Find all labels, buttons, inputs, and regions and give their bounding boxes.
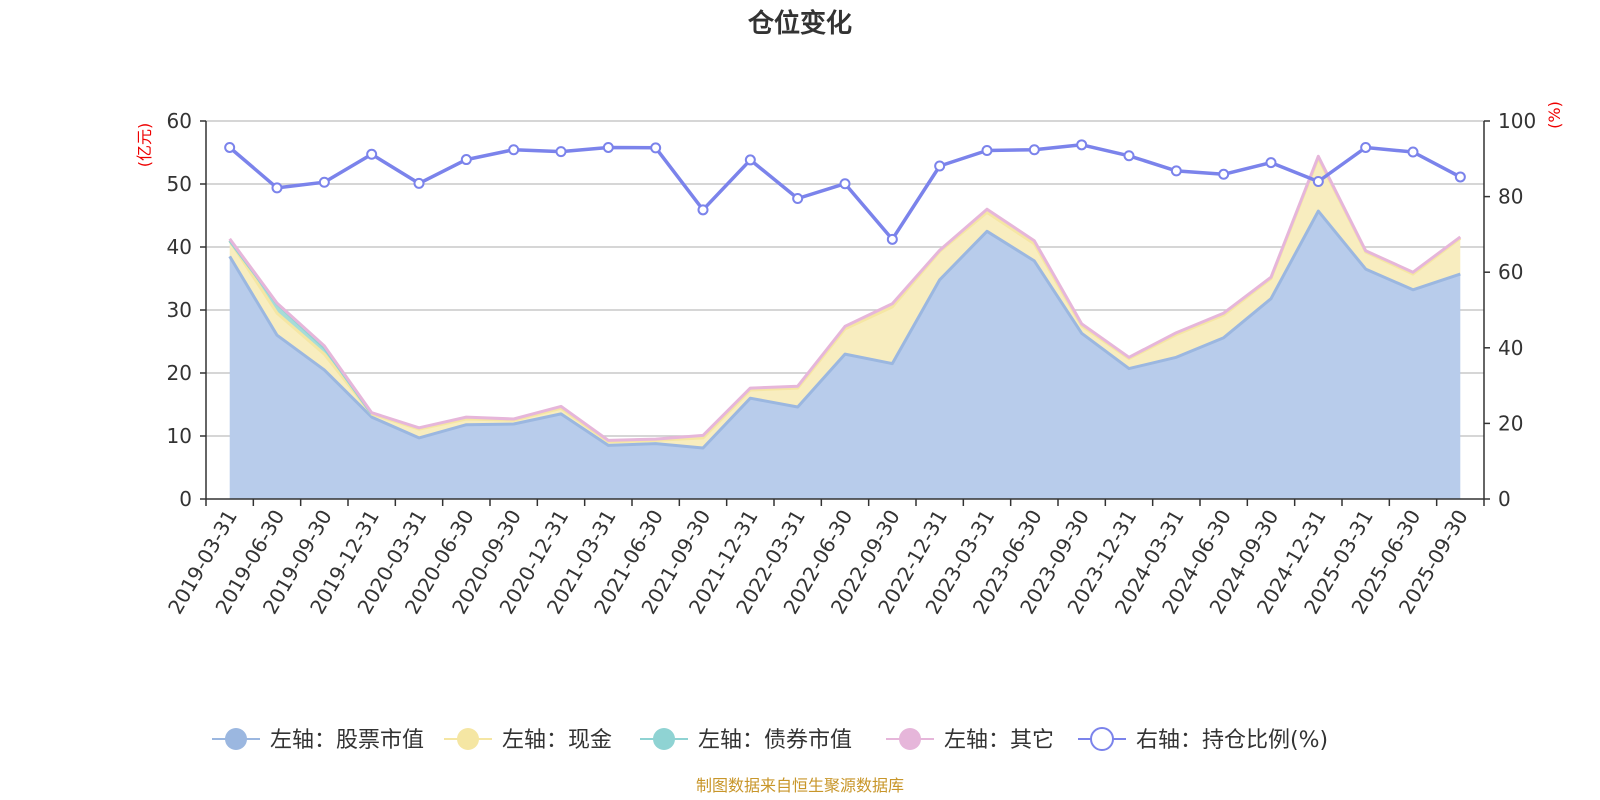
legend-marker <box>653 728 675 750</box>
right-axis-tick-label: 0 <box>1498 487 1511 511</box>
ratio-point <box>792 192 804 204</box>
ratio-point <box>602 141 614 153</box>
ratio-point <box>1360 141 1372 153</box>
legend-label: 左轴：其它 <box>944 728 1054 753</box>
ratio-point <box>1218 168 1230 180</box>
legend-marker <box>899 728 921 750</box>
ratio-point <box>555 146 567 158</box>
ratio-point <box>318 176 330 188</box>
ratio-point <box>1312 175 1324 187</box>
legend-marker <box>1090 727 1114 751</box>
left-axis-tick-label: 40 <box>167 235 192 259</box>
ratio-point <box>886 233 898 245</box>
ratio-point <box>839 178 851 190</box>
right-axis-tick-label: 80 <box>1498 185 1523 209</box>
left-axis-tick-label: 30 <box>167 298 192 322</box>
legend-item: 左轴：现金 <box>444 728 612 753</box>
legend-marker <box>457 728 479 750</box>
legend-marker <box>225 728 247 750</box>
ratio-point <box>981 144 993 156</box>
ratio-point <box>413 177 425 189</box>
ratio-point <box>1407 146 1419 158</box>
ratio-point <box>650 142 662 154</box>
ratio-point <box>697 204 709 216</box>
right-axis-unit: (%) <box>1545 101 1564 129</box>
ratio-point <box>508 144 520 156</box>
legend-item: 左轴：股票市值 <box>212 728 424 753</box>
legend-label: 右轴：持仓比例(%) <box>1136 728 1328 753</box>
legend-item: 左轴：其它 <box>886 728 1054 753</box>
ratio-point <box>271 182 283 194</box>
left-axis-tick-label: 50 <box>167 172 192 196</box>
right-axis-tick-label: 60 <box>1498 260 1523 284</box>
right-axis-tick-label: 100 <box>1498 109 1536 133</box>
left-axis-tick-label: 20 <box>167 361 192 385</box>
left-axis-tick-label: 60 <box>167 109 192 133</box>
area-outline-左轴：其它 <box>228 154 1462 442</box>
right-axis-tick-label: 40 <box>1498 336 1523 360</box>
ratio-point <box>934 160 946 172</box>
ratio-point <box>460 154 472 166</box>
ratio-line <box>224 139 1466 245</box>
legend-item: 左轴：债券市值 <box>640 728 852 753</box>
ratio-point <box>1076 139 1088 151</box>
ratio-point <box>744 154 756 166</box>
source-note: 制图数据来自恒生聚源数据库 <box>696 776 904 795</box>
legend-label: 左轴：现金 <box>502 728 612 753</box>
chart-title: 仓位变化 <box>747 8 852 39</box>
right-axis-tick-label: 20 <box>1498 411 1523 435</box>
legend: 左轴：股票市值 左轴：现金 左轴：债券市值 左轴：其它 右轴：持仓比例(%) <box>212 727 1328 753</box>
left-axis-tick-label: 10 <box>167 424 192 448</box>
legend-item: 右轴：持仓比例(%) <box>1078 727 1328 753</box>
ratio-point <box>1454 171 1466 183</box>
area-outline-左轴：股票市值 <box>228 209 1461 450</box>
ratio-point <box>366 148 378 160</box>
legend-label: 左轴：债券市值 <box>698 728 852 753</box>
legend-label: 左轴：股票市值 <box>270 728 424 753</box>
ratio-point <box>1265 157 1277 169</box>
ratio-point <box>224 141 236 153</box>
ratio-point <box>1123 150 1135 162</box>
left-axis-unit: (亿元) <box>135 123 154 168</box>
ratio-point <box>1170 165 1182 177</box>
ratio-point <box>1028 144 1040 156</box>
stacked-areas <box>228 154 1462 499</box>
ratio-line-path <box>228 143 1462 242</box>
left-axis-tick-label: 0 <box>179 487 192 511</box>
